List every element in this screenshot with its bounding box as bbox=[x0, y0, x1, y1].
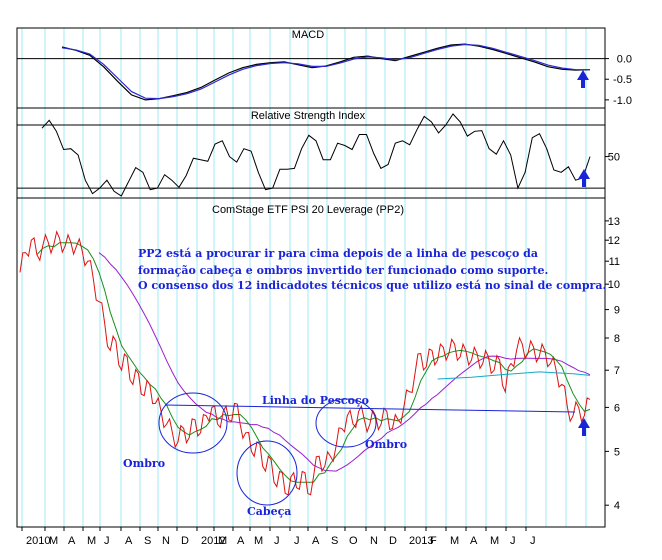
price-tick-label: 4 bbox=[614, 500, 620, 512]
x-tick-label: A bbox=[312, 535, 320, 547]
x-tick-label: N bbox=[162, 535, 170, 547]
x-tick-label: A bbox=[470, 535, 478, 547]
moving-average-short bbox=[36, 242, 591, 483]
price-title: ComStage ETF PSI 20 Leverage (PP2) bbox=[212, 204, 404, 216]
macd-title: MACD bbox=[292, 29, 324, 41]
x-tick-label: 2012 bbox=[201, 535, 225, 547]
x-tick-label: J bbox=[530, 535, 536, 547]
x-tick-label: M bbox=[450, 535, 459, 547]
x-tick-label: D bbox=[389, 535, 397, 547]
macd-y-ticks: 0.0 -0.5 -1.0 bbox=[17, 54, 632, 107]
x-tick-label: J bbox=[274, 535, 280, 547]
analysis-note: PP2 está a procurar ir para cima depois … bbox=[138, 247, 606, 292]
price-tick-label: 5 bbox=[614, 446, 620, 458]
rsi-line bbox=[41, 113, 591, 197]
x-tick-label: D bbox=[181, 535, 189, 547]
note-line-2: formação cabeça e ombros invertido ter f… bbox=[138, 264, 548, 277]
neckline-label: Linha do Pescoço bbox=[262, 394, 369, 407]
head-label: Cabeça bbox=[247, 505, 291, 518]
moving-average-long bbox=[98, 252, 591, 472]
panel-frames bbox=[16, 27, 606, 528]
x-tick-label: A bbox=[237, 535, 245, 547]
price-tick-label: 7 bbox=[614, 365, 620, 377]
x-tick-label: M bbox=[218, 535, 227, 547]
rsi-tick-label: 50 bbox=[608, 152, 620, 164]
x-tick-label: O bbox=[349, 535, 358, 547]
x-tick-label: M bbox=[49, 535, 58, 547]
macd-tick-label: 0.0 bbox=[617, 54, 632, 66]
price-tick-label: 12 bbox=[608, 235, 620, 247]
price-tick-label: 10 bbox=[608, 279, 620, 291]
left-shoulder-circle bbox=[158, 392, 228, 454]
macd-tick-label: -0.5 bbox=[613, 74, 632, 86]
price-tick-label: 11 bbox=[609, 256, 620, 268]
note-line-3: O consenso dos 12 indicadotes técnicos q… bbox=[138, 279, 606, 292]
price-y-ticks: 4 5 6 7 8 9 10 11 12 13 bbox=[605, 216, 620, 512]
price-series bbox=[19, 230, 591, 496]
rsi-title: Relative Strength Index bbox=[251, 110, 366, 122]
x-tick-label: 2013 bbox=[409, 535, 433, 547]
price-buy-arrow-icon bbox=[578, 418, 590, 436]
right-shoulder-label: Ombro bbox=[365, 438, 407, 451]
x-tick-label: A bbox=[68, 535, 76, 547]
left-shoulder-label: Ombro bbox=[123, 457, 165, 470]
x-tick-label: 2010 bbox=[26, 535, 50, 547]
vertical-gridlines bbox=[21, 28, 587, 527]
x-tick-label: N bbox=[370, 535, 378, 547]
price-tick-label: 8 bbox=[614, 333, 620, 345]
rsi-series bbox=[41, 113, 591, 197]
rsi-y-ticks: 50 bbox=[17, 124, 620, 189]
price-tick-label: 9 bbox=[614, 305, 620, 317]
macd-series bbox=[61, 43, 591, 101]
note-line-1: PP2 está a procurar ir para cima depois … bbox=[138, 247, 538, 260]
head-circle bbox=[236, 440, 298, 506]
x-tick-label: S bbox=[144, 535, 151, 547]
macd-buy-arrow-icon bbox=[577, 70, 589, 88]
moving-average-trend bbox=[437, 371, 591, 380]
x-tick-label: S bbox=[331, 535, 338, 547]
price-tick-label: 6 bbox=[614, 402, 620, 414]
x-tick-label: M bbox=[254, 535, 263, 547]
x-tick-label: M bbox=[87, 535, 96, 547]
macd-tick-label: -1.0 bbox=[613, 95, 632, 107]
x-tick-label: J bbox=[104, 535, 110, 547]
price-line bbox=[19, 230, 591, 496]
x-tick-label: A bbox=[125, 535, 133, 547]
rsi-buy-arrow-icon bbox=[578, 169, 590, 187]
x-tick-label: M bbox=[490, 535, 499, 547]
x-tick-label: J bbox=[294, 535, 300, 547]
macd-line-1 bbox=[61, 43, 590, 100]
x-tick-label: F bbox=[430, 535, 437, 547]
right-shoulder-circle bbox=[315, 398, 377, 448]
price-tick-label: 13 bbox=[608, 216, 620, 228]
x-tick-label: J bbox=[510, 535, 516, 547]
